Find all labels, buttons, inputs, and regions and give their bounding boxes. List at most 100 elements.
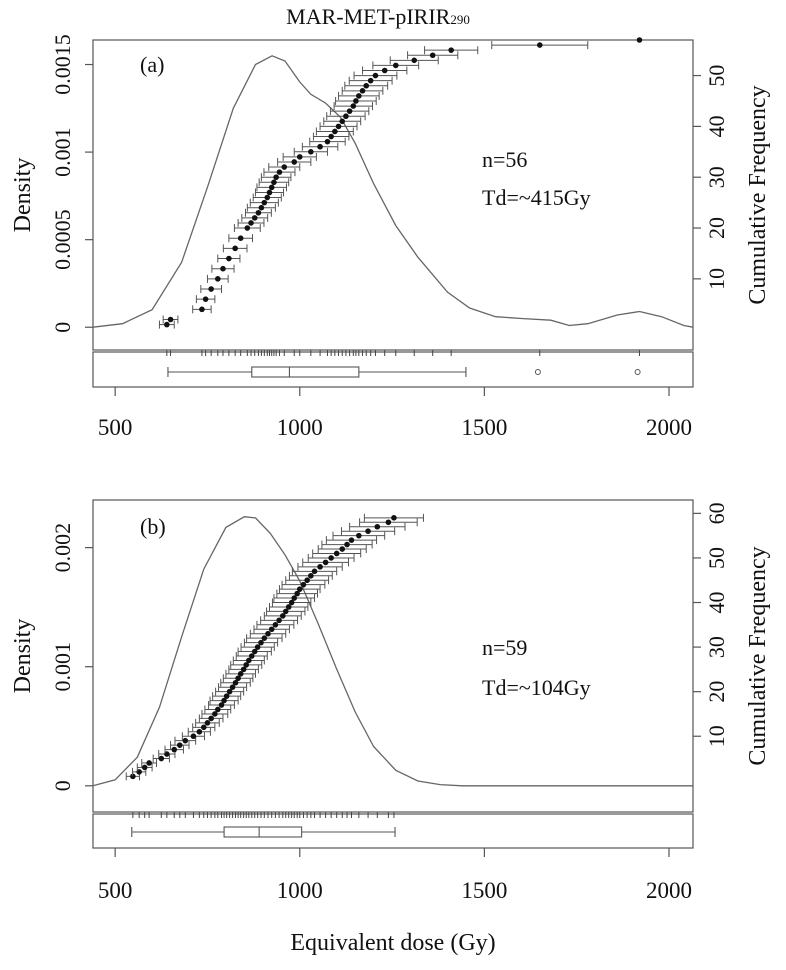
data-point [311, 568, 318, 575]
data-point [232, 679, 239, 686]
data-point [141, 764, 148, 771]
figure-title: MAR-MET-pIRIR290 [286, 4, 470, 29]
boxplot-frame [92, 813, 694, 849]
data-point [251, 215, 258, 221]
data-point [356, 93, 362, 99]
y-axis-label: Density [10, 619, 36, 694]
y2-tick-label: 10 [704, 268, 729, 290]
data-point [411, 57, 418, 64]
data-point [322, 559, 329, 566]
data-point [343, 113, 349, 120]
data-point [248, 653, 255, 659]
data-point [282, 608, 289, 615]
data-point [240, 666, 247, 673]
data-point [215, 276, 221, 282]
data-point [268, 626, 275, 633]
data-point [372, 72, 379, 79]
y-tick-label: 0.001 [50, 127, 75, 177]
data-point [392, 62, 399, 69]
y-tick-label: 0.0005 [50, 209, 75, 270]
data-point [164, 321, 170, 328]
data-point [359, 88, 366, 94]
y2-tick-label: 60 [704, 502, 729, 524]
data-point [258, 204, 265, 211]
y2-axis-label: Cumulative Frequency [745, 85, 771, 304]
data-point [317, 143, 323, 150]
data-point [276, 617, 282, 624]
data-point [285, 604, 292, 610]
data-point [296, 586, 303, 592]
data-point [261, 635, 268, 641]
data-point [346, 108, 353, 114]
y2-tick-label: 50 [704, 65, 729, 87]
panel-label: (a) [140, 52, 164, 77]
data-point [391, 515, 397, 521]
data-point [385, 519, 392, 526]
data-point [328, 133, 334, 140]
data-point [248, 220, 254, 226]
data-point [261, 199, 268, 206]
panel-b: 0 0.001 0.002 Density 10 20 30 40 50 60 Cumulative… [10, 499, 771, 956]
boxplot-box [251, 366, 360, 378]
x-tick-label: 1000 [277, 878, 323, 903]
data-point [212, 711, 218, 717]
annotation-n: n=56 [482, 147, 527, 172]
data-point [324, 138, 331, 145]
data-point [223, 693, 230, 699]
data-point [636, 37, 643, 43]
x-tick-label: 2000 [646, 878, 692, 903]
data-point [365, 528, 371, 534]
panel-a: 0 0.0005 0.001 0.0015 Density 10 20 30 40 50 Cumul… [10, 34, 771, 440]
data-point [300, 581, 307, 588]
data-point [448, 47, 454, 53]
data-point [229, 684, 236, 690]
data-point [171, 746, 178, 753]
y2-tick-label: 40 [704, 115, 729, 137]
annotation-n: n=59 [482, 635, 527, 660]
data-point [167, 316, 174, 323]
data-point [308, 149, 314, 155]
data-point [350, 103, 357, 109]
plot-frame [92, 499, 694, 813]
annotation-td: Td=~104Gy [482, 675, 591, 700]
x-tick-label: 1500 [461, 878, 507, 903]
data-point [271, 179, 277, 186]
data-point [296, 154, 303, 160]
annotation-td: Td=~415Gy [482, 185, 591, 210]
boxplot-box [223, 826, 303, 838]
y2-tick-label: 40 [704, 592, 729, 614]
y2-tick-label: 10 [704, 725, 729, 747]
data-point [146, 760, 152, 766]
boxplot-frame [92, 351, 694, 388]
x-tick-label: 500 [98, 878, 133, 903]
data-point [317, 564, 323, 570]
data-point [232, 245, 238, 252]
data-point [218, 702, 225, 708]
data-point [202, 296, 209, 302]
x-axis-label: Equivalent dose (Gy) [290, 930, 495, 956]
data-point [353, 98, 359, 104]
data-point [246, 657, 252, 664]
boxplot-outlier [534, 369, 541, 375]
x-tick-label: 1500 [461, 415, 507, 440]
data-point [333, 550, 340, 557]
data-point [182, 737, 189, 744]
data-point [220, 265, 226, 272]
data-point [272, 622, 279, 628]
data-point [363, 82, 370, 89]
data-point [281, 164, 288, 170]
data-point [199, 306, 205, 313]
data-point [381, 67, 388, 74]
y-tick-label: 0 [50, 780, 75, 791]
data-point [367, 77, 374, 84]
y-tick-label: 0.001 [50, 642, 75, 692]
data-point [208, 715, 214, 722]
data-point [251, 648, 258, 655]
data-point [356, 532, 362, 539]
density-curve [92, 55, 694, 328]
y2-axis-label: Cumulative Frequency [745, 546, 771, 765]
y2-tick-label: 20 [704, 681, 729, 703]
panel-label: (b) [140, 514, 166, 539]
